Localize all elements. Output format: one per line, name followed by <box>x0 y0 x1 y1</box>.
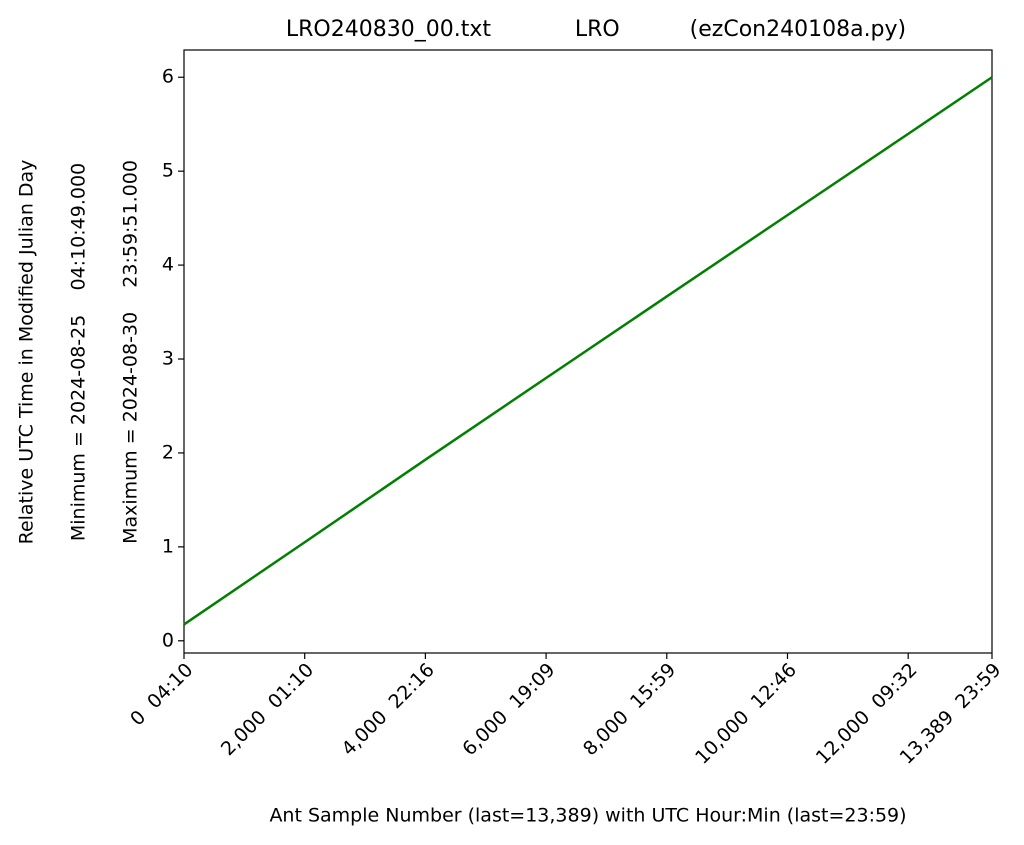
x-tick-label: 6,000 19:09 <box>458 659 559 760</box>
y-tick-label: 6 <box>162 66 174 88</box>
x-tick-label: 0 04:10 <box>126 659 197 730</box>
data-line <box>183 76 993 626</box>
x-tick-label: 2,000 01:10 <box>217 659 318 760</box>
y-axis-label: Minimum = 2024-08-25 04:10:49.000 <box>68 163 90 541</box>
y-tick-label: 0 <box>162 629 174 651</box>
y-tick-label: 1 <box>162 535 174 557</box>
y-tick-label: 5 <box>162 160 174 182</box>
x-tick-label: 10,000 12:46 <box>691 659 801 769</box>
y-tick-label: 3 <box>162 348 174 370</box>
x-tick-label: 8,000 15:59 <box>579 659 680 760</box>
y-axis-label: Relative UTC Time in Modified Julian Day <box>16 160 38 545</box>
chart-title: LRO240830_00.txt LRO (ezCon240108a.py) <box>286 17 906 42</box>
x-tick-label: 4,000 22:16 <box>338 659 439 760</box>
y-tick-label: 4 <box>162 254 174 276</box>
y-tick-label: 2 <box>162 441 174 463</box>
x-axis-label: Ant Sample Number (last=13,389) with UTC… <box>269 805 906 827</box>
plot-frame <box>183 49 993 654</box>
y-axis-label: Maximum = 2024-08-30 23:59:51.000 <box>120 160 142 544</box>
